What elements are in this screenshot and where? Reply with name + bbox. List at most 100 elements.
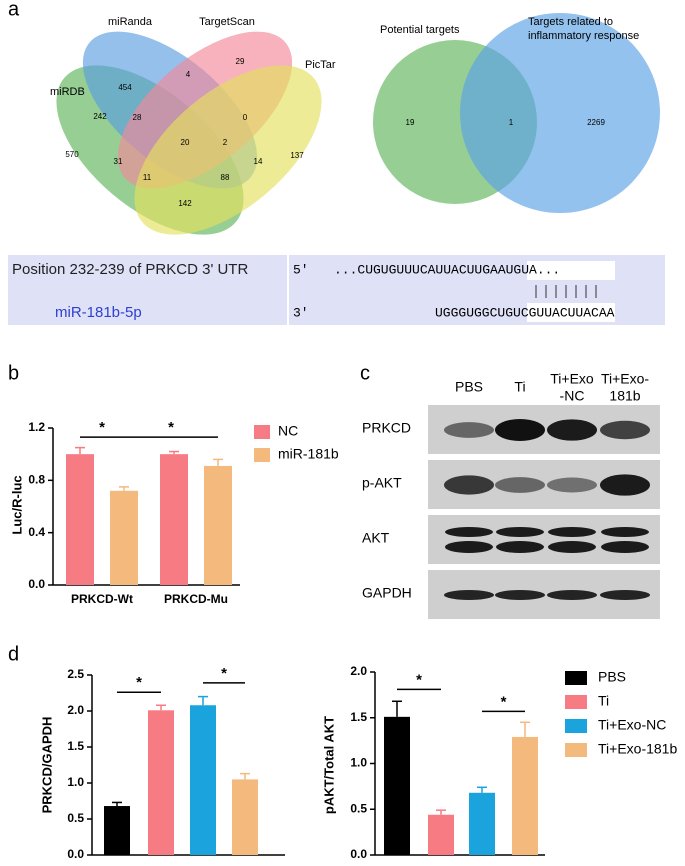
blot-band <box>600 420 650 440</box>
significance-label: * <box>136 674 142 691</box>
lane-label: 181b <box>609 388 640 404</box>
lane-label: Ti+Exo <box>550 371 594 387</box>
blot-band <box>445 541 493 553</box>
blot-band <box>444 422 494 438</box>
blot-band <box>600 474 650 496</box>
target-end: 5' <box>293 262 309 277</box>
venn-region-count: 88 <box>221 173 230 182</box>
venn-region-count: 20 <box>181 138 190 147</box>
panel-label: a <box>8 0 20 20</box>
venn-region-count: 31 <box>114 157 123 166</box>
legend-label: Ti+Exo-NC <box>598 717 666 733</box>
venn-set-label: inflammatory response <box>528 30 639 42</box>
bar <box>110 490 138 585</box>
bar <box>384 716 410 855</box>
y-tick-label: 2.0 <box>350 664 367 678</box>
blot-band <box>444 590 494 600</box>
seed-highlight <box>527 261 615 280</box>
legend-swatch <box>565 719 587 733</box>
lane-label: Ti+Exo- <box>601 371 649 387</box>
target-seq: ...CUGUGUUUCAUUACUUGAAUGUA... <box>334 262 560 277</box>
panel-label: c <box>360 362 370 384</box>
x-tick-label: PRKCD-Wt <box>71 592 133 606</box>
y-tick-label: 0.0 <box>67 847 84 861</box>
blot-band <box>445 527 493 537</box>
y-tick-label: 1.0 <box>67 775 84 789</box>
y-tick-label: 2.0 <box>67 703 84 717</box>
legend-label: miR-181b <box>278 446 339 462</box>
legend-label: Ti+Exo-181b <box>598 741 677 757</box>
y-tick-label: 2.5 <box>67 667 84 681</box>
bar <box>232 779 258 855</box>
venn-region-count: 142 <box>178 199 192 208</box>
base-pairs <box>535 285 597 298</box>
y-tick-label: 1.2 <box>28 420 45 434</box>
legend-swatch <box>254 448 270 462</box>
lane-label: Ti <box>514 379 525 395</box>
venn-set-label: TargetScan <box>199 16 255 28</box>
mirna-end: 3' <box>293 305 309 320</box>
significance-label: * <box>416 671 422 688</box>
venn-set-label: Potential targets <box>380 24 460 36</box>
bar <box>66 454 94 585</box>
legend-swatch <box>254 425 270 439</box>
legend-swatch <box>565 671 587 685</box>
panel-label: d <box>8 643 19 665</box>
venn-set <box>134 65 322 235</box>
venn-region-count: 14 <box>254 157 263 166</box>
legend-swatch <box>565 743 587 757</box>
mirna-seq: UGGGUGGCUGUCGUUACUUACAA <box>435 305 615 320</box>
venn-region-count: 1 <box>509 118 514 127</box>
venn-region-count: 29 <box>236 57 245 66</box>
y-tick-label: 0.4 <box>28 525 45 539</box>
blot-band <box>495 590 545 600</box>
venn-region-count: 2 <box>223 138 228 147</box>
venn-set-label: PicTar <box>305 59 336 71</box>
blot-band <box>444 475 494 495</box>
y-tick-label: 1.5 <box>350 710 367 724</box>
blot-band <box>496 541 544 553</box>
y-axis-label: PRKCD/GAPDH <box>39 717 54 814</box>
venn-region-count: 2269 <box>587 118 605 127</box>
venn-region-count: 454 <box>118 83 132 92</box>
y-tick-label: 1.0 <box>350 756 367 770</box>
row-label: PRKCD <box>362 420 411 436</box>
venn-region-count: 0 <box>243 113 248 122</box>
legend-swatch <box>565 695 587 709</box>
y-tick-label: 0.5 <box>350 801 367 815</box>
bar <box>512 736 538 855</box>
y-tick-label: 1.5 <box>67 739 84 753</box>
venn-region-count: 11 <box>143 173 152 182</box>
blot-band <box>547 419 597 441</box>
legend-label: NC <box>278 423 298 439</box>
target-label: Position 232-239 of PRKCD 3' UTR <box>12 261 248 278</box>
significance-label: * <box>168 419 174 436</box>
bar <box>104 806 130 855</box>
venn-set <box>460 13 660 213</box>
blot-band <box>601 527 649 537</box>
venn-region-count: 570 <box>65 150 79 159</box>
venn-region-count: 242 <box>93 112 107 121</box>
row-label: GAPDH <box>362 585 412 601</box>
y-tick-label: 0.0 <box>28 577 45 591</box>
venn-set-label: miRanda <box>108 16 153 28</box>
lane-label: PBS <box>455 379 483 395</box>
blot-band <box>600 590 650 600</box>
blot-strip <box>428 515 660 564</box>
venn-region-count: 4 <box>186 70 191 79</box>
lane-label: -NC <box>560 388 585 404</box>
bar <box>204 465 232 585</box>
legend-label: Ti <box>598 693 609 709</box>
significance-label: * <box>221 665 227 682</box>
y-tick-label: 0.0 <box>350 847 367 861</box>
venn-region-count: 28 <box>133 113 142 122</box>
mirna-label: miR-181b-5p <box>55 304 142 321</box>
venn-set-label: miRDB <box>50 86 85 98</box>
significance-label: * <box>99 419 105 436</box>
blot-band <box>496 527 544 537</box>
bar <box>469 792 495 855</box>
blot-band <box>548 527 596 537</box>
panel-label: b <box>8 362 19 384</box>
significance-label: * <box>501 693 507 710</box>
